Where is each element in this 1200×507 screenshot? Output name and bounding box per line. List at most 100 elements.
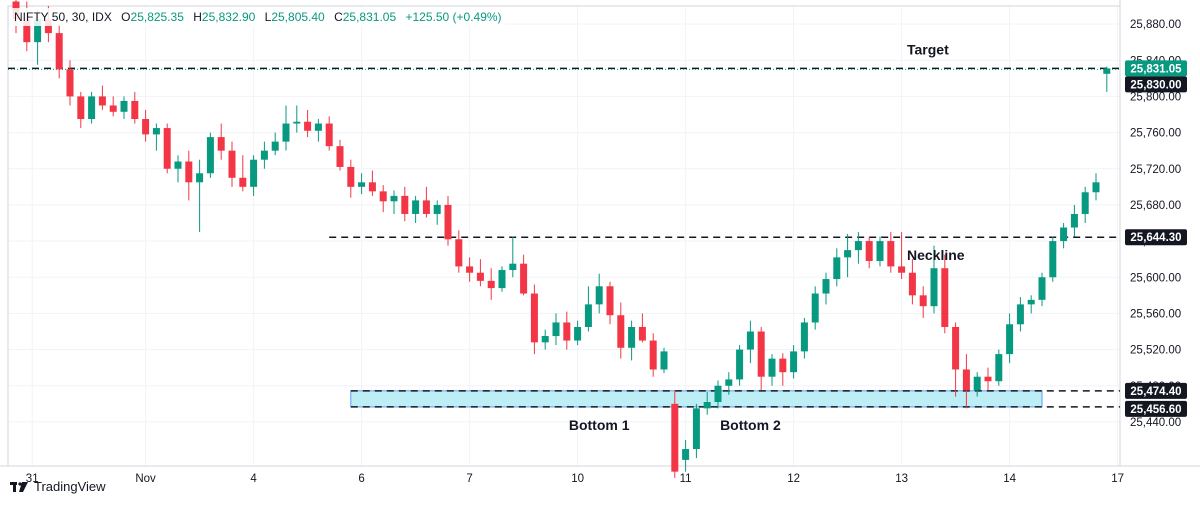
candle-body xyxy=(649,340,657,370)
zone-top-badge xyxy=(1125,382,1187,399)
candle-body xyxy=(185,161,193,183)
low-value: 25,805.40 xyxy=(271,10,325,24)
candle-body xyxy=(908,272,916,296)
y-tick-label: 25,440.00 xyxy=(1130,417,1181,429)
neckline-label: Neckline xyxy=(907,247,965,263)
candle-body xyxy=(844,250,852,258)
candle-body xyxy=(152,128,160,135)
y-tick-label: 25,720.00 xyxy=(1130,164,1181,176)
candle-body xyxy=(757,331,765,377)
candle-body xyxy=(520,263,528,294)
x-tick-label: 14 xyxy=(1003,473,1016,485)
candle-body xyxy=(174,161,182,169)
candle-body xyxy=(682,449,690,460)
candle-body xyxy=(1081,192,1089,214)
candle-body xyxy=(995,354,1003,382)
x-tick-label: Nov xyxy=(135,473,156,485)
target-label: Target xyxy=(907,41,949,57)
candle-body xyxy=(941,268,949,327)
candle-body xyxy=(962,369,970,391)
candle-body xyxy=(746,331,754,350)
candle-body xyxy=(768,358,776,377)
candle-body xyxy=(347,166,355,187)
candle-body xyxy=(865,241,873,261)
x-tick-label: 11 xyxy=(680,473,692,485)
candle-body xyxy=(455,239,463,267)
y-tick-label: 25,560.00 xyxy=(1130,308,1181,320)
candle-body xyxy=(638,326,646,341)
candle-body xyxy=(444,204,452,240)
tradingview-brand[interactable]: TradingView xyxy=(10,479,106,494)
candle-body xyxy=(228,150,236,178)
candle-body xyxy=(433,204,441,214)
candle-body xyxy=(509,263,517,271)
neckline-badge-text: 25,644.30 xyxy=(1130,232,1181,244)
candle-body xyxy=(563,322,571,341)
zone-bottom-badge xyxy=(1125,400,1187,417)
candle-body xyxy=(984,376,992,382)
candle-body xyxy=(800,322,808,352)
candle-body xyxy=(271,141,279,151)
candle-body xyxy=(282,123,290,142)
x-tick-label: 4 xyxy=(250,473,257,485)
open-value: 25,825.35 xyxy=(130,10,184,24)
candle-body xyxy=(1103,68,1111,74)
candle-body xyxy=(23,19,31,43)
candle-body xyxy=(498,270,506,289)
candle-body xyxy=(1060,227,1068,242)
x-tick-label: 6 xyxy=(358,473,364,485)
candle-body xyxy=(595,286,603,305)
candle-body xyxy=(1049,241,1057,278)
candle-body xyxy=(1006,324,1014,355)
candle-body xyxy=(725,379,733,386)
candle-body xyxy=(714,385,722,403)
candle-body xyxy=(1092,182,1100,193)
zone-bottom-badge-text: 25,456.60 xyxy=(1130,404,1181,416)
candle-body xyxy=(34,19,42,43)
candle-body xyxy=(487,280,495,289)
x-tick-label: 12 xyxy=(787,473,800,485)
y-tick-label: 25,600.00 xyxy=(1130,272,1181,284)
candle-body xyxy=(422,200,430,214)
bottom-annotation: Bottom 2 xyxy=(720,417,781,433)
candle-body xyxy=(530,293,538,343)
candle-body xyxy=(790,351,798,373)
y-tick-label: 25,760.00 xyxy=(1130,128,1181,140)
high-value: 25,832.90 xyxy=(201,10,256,24)
candle-body xyxy=(250,159,258,187)
candle-body xyxy=(401,195,409,214)
neckline-badge xyxy=(1125,229,1187,246)
candle-body xyxy=(671,403,679,472)
candle-body xyxy=(217,137,225,151)
candle-body xyxy=(368,182,376,192)
candle-body xyxy=(131,100,139,120)
candle-body xyxy=(952,326,960,370)
x-tick-label: 31 xyxy=(26,473,39,485)
candle-body xyxy=(617,315,625,348)
candle-body xyxy=(552,322,560,337)
candle-body xyxy=(304,121,312,131)
x-tick-label: 10 xyxy=(571,473,584,485)
candle-body xyxy=(887,241,895,267)
candle-body xyxy=(736,349,744,380)
candle-body xyxy=(163,128,171,169)
symbol-name: NIFTY 50, 30, IDX xyxy=(14,10,112,24)
candle-body xyxy=(833,257,841,280)
y-tick-label: 25,680.00 xyxy=(1130,200,1181,212)
candle-body xyxy=(77,96,85,120)
y-tick-label: 25,800.00 xyxy=(1130,91,1181,103)
candle-body xyxy=(390,195,398,202)
change-value: +125.50 (+0.49%) xyxy=(405,10,502,24)
candle-body xyxy=(98,96,106,106)
candle-body xyxy=(109,105,117,112)
candle-body xyxy=(930,268,938,307)
candle-body xyxy=(260,150,268,160)
x-tick-label: 13 xyxy=(895,473,908,485)
candle-body xyxy=(973,376,981,391)
x-tick-label: 7 xyxy=(466,473,472,485)
candle-body xyxy=(1027,299,1035,305)
x-tick-label: 17 xyxy=(1111,473,1124,485)
candle-body xyxy=(660,351,668,370)
